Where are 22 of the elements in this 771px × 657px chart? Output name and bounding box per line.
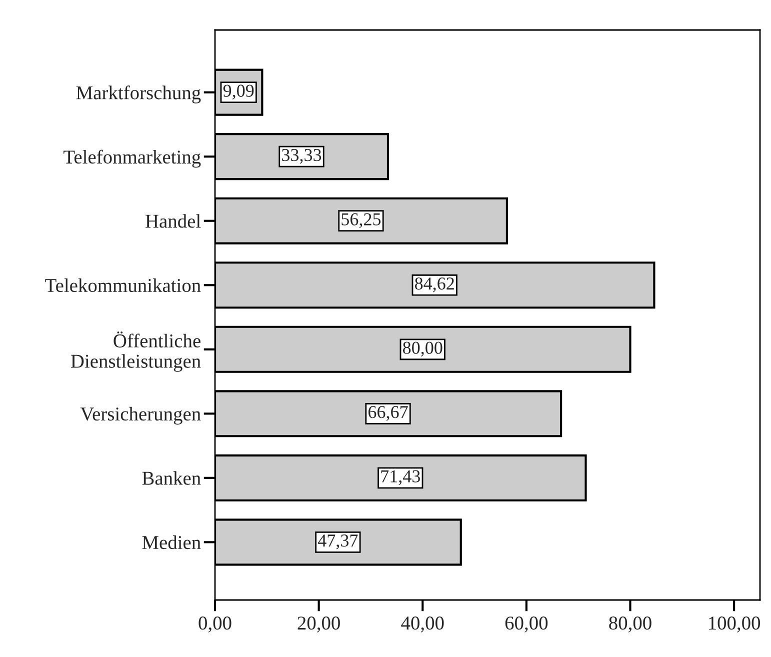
x-tick-label: 100,00 [709,616,760,632]
y-tick-label: Marktforschung [76,85,201,104]
y-tick-label: Handel [146,214,201,228]
data-label: 71,43 [381,470,420,486]
data-label: 80,00 [402,342,442,356]
x-tick-label: 60,00 [505,616,548,632]
y-tick-label: Medien [142,535,201,550]
data-label: 84,62 [414,277,454,292]
x-tick-label: 20,00 [298,616,340,632]
x-tick-label: 80,00 [609,616,652,632]
x-tick-label: 0,00 [198,616,232,632]
data-label: 33,33 [282,148,322,164]
y-tick-label: Banken [142,471,201,485]
y-tick-label: Telekommunikation [45,278,201,292]
data-label: 66,67 [368,406,408,421]
y-tick-label: Öffentliche Dienstleistungen [70,332,201,372]
y-tick-label: Versicherungen [80,406,201,425]
data-label: 47,37 [318,534,358,550]
data-label: 9,09 [223,84,254,100]
data-label: 56,25 [342,213,381,228]
x-tick-label: 40,00 [401,616,444,632]
y-tick-label: Telefonmarketing [64,150,201,168]
